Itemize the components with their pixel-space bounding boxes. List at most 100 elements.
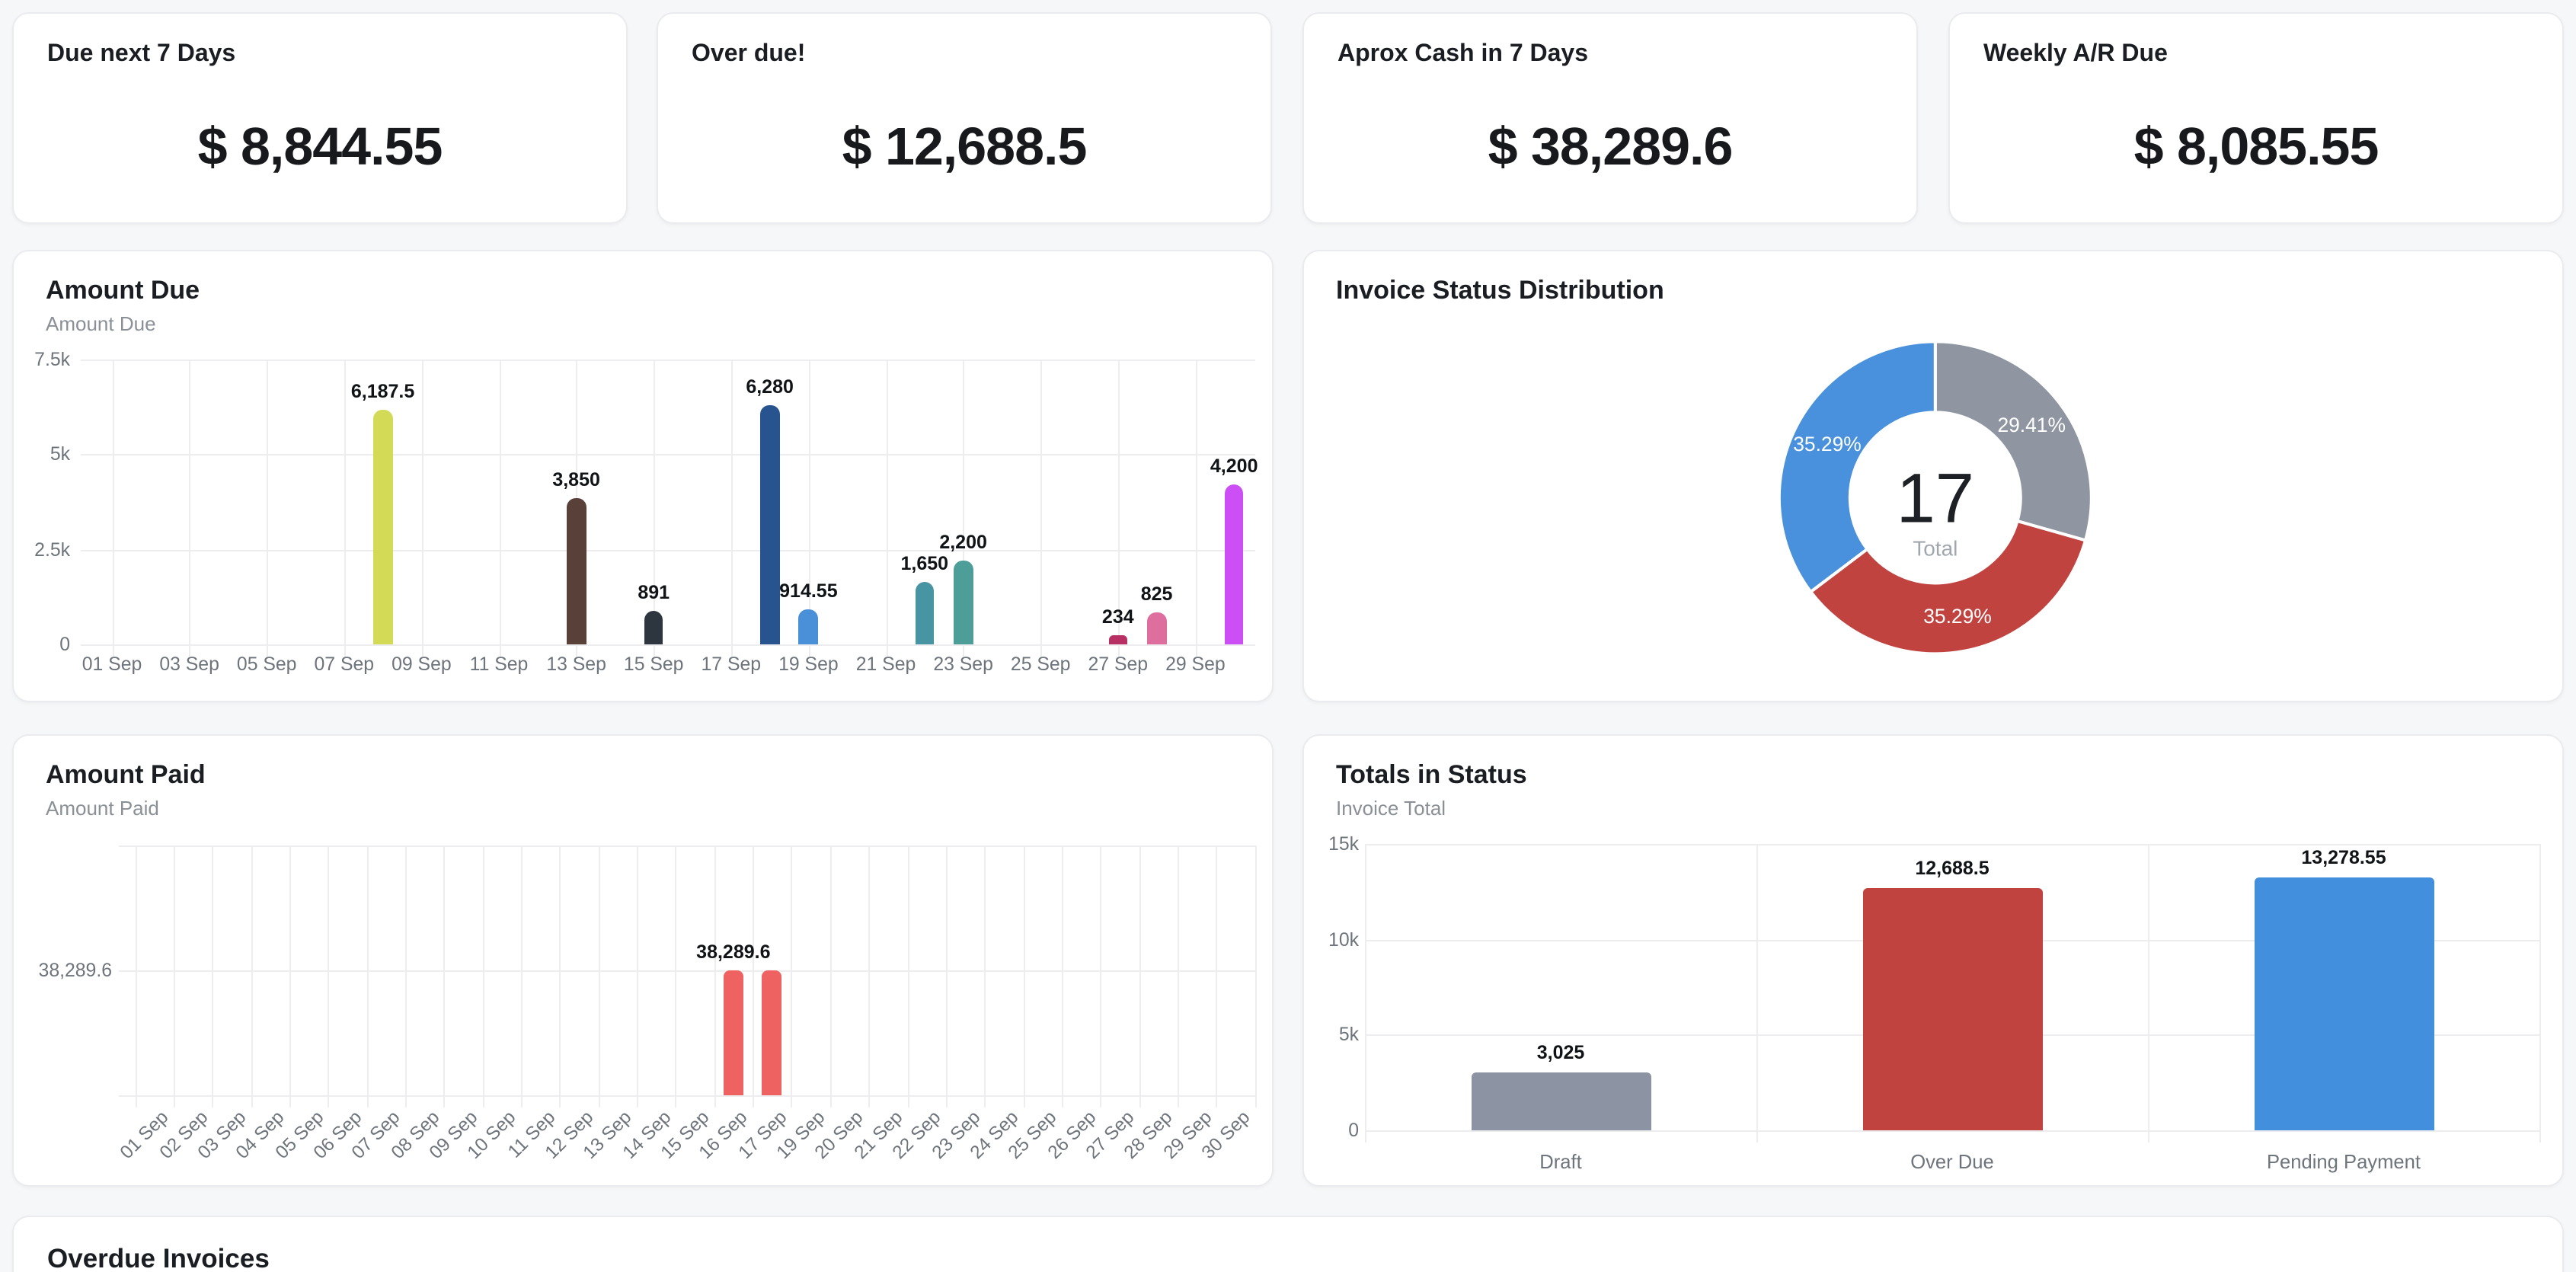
gridline [907,845,909,1107]
gridline [1216,845,1218,1107]
gridline [119,970,1255,971]
totals-in-status-chart[interactable]: 0 5k 10k 15k Draft Over Due Pending Payment 3,0… [1304,736,2562,1185]
gridline [945,845,948,1107]
bar-value-label: 2,200 [939,532,987,554]
bar-17-sep[interactable] [762,970,782,1095]
gridline [559,845,561,1107]
bar-value-label: 13,278.55 [2301,846,2386,868]
overdue-invoices-card: Overdue Invoices [12,1216,2564,1272]
gridline [1040,360,1043,657]
bar-over-due[interactable] [1862,887,2042,1130]
gridline [81,360,1255,361]
bar-27-sep[interactable] [1108,635,1128,644]
gridline [1365,1130,2539,1132]
amount-due-chart[interactable]: 0 2.5k 5k 7.5k 01 Sep 03 Sep 05 Sep 07 Sep 09 Se… [14,251,1272,701]
bar-value-label: 6,280 [746,376,794,398]
bar-08-sep[interactable] [373,409,393,644]
donut-segment-0[interactable] [1933,340,2093,542]
bar-value-label: 3,850 [552,469,600,491]
kpi-title: Due next 7 Days [47,41,236,67]
bar-value-label: 825 [1140,583,1173,606]
donut-segment-2[interactable] [1777,340,1937,593]
bar-value-label: 1,650 [900,552,949,574]
gridline [135,845,136,1107]
bar-value-label: 891 [638,581,670,603]
x-tick-label: 07 Sep [314,654,375,675]
gridline [829,845,832,1107]
gridline [521,845,523,1107]
bar-value-label: 4,200 [1210,455,1258,478]
bar-draft[interactable] [1471,1072,1651,1130]
kpi-title: Weekly A/R Due [1983,41,2168,67]
gridline [1195,360,1197,657]
gridline [1365,844,2539,845]
y-tick-label: 0 [1348,1119,1359,1141]
bar-23-sep[interactable] [954,561,973,644]
donut-percent-label: 29.41% [1997,414,2066,436]
gridline [984,845,986,1107]
gridline [119,845,1255,846]
y-tick-label: 5k [50,443,70,465]
kpi-card-due-next-7-days: Due next 7 Days $ 8,844.55 [12,12,628,224]
kpi-value: $ 8,085.55 [2133,117,2379,177]
amount-due-card: Amount Due Amount Due 0 2.5k 5k 7.5k 01 Sep 0… [12,250,1274,702]
gridline [1100,845,1102,1107]
y-tick-label: 10k [1328,928,1359,951]
kpi-title: Over due! [692,41,806,67]
bar-28-sep[interactable] [1147,612,1167,644]
invoice-status-distribution-card: Invoice Status Distribution 29.41% 35.29%… [1302,250,2564,702]
gridline [366,845,369,1107]
gridline [1365,844,1366,1143]
amount-paid-chart[interactable]: 38,289.6 01 Sep 02 Sep 03 Sep 04 Sep 05 Sep 06… [14,736,1272,1185]
y-tick-label: 15k [1328,833,1359,855]
amount-paid-card: Amount Paid Amount Paid 38,289.6 01 Sep 02… [12,734,1274,1187]
x-tick-label: 29 Sep [1165,654,1226,675]
gridline [344,360,346,657]
gridline [753,845,755,1107]
x-tick-label: 09 Sep [392,654,452,675]
bar-16-sep[interactable] [723,970,743,1095]
bar-15-sep[interactable] [644,610,663,644]
bar-22-sep[interactable] [915,581,935,644]
donut-percent-label: 35.29% [1923,605,1992,628]
bar-19-sep[interactable] [798,609,818,644]
bar-13-sep[interactable] [567,498,586,644]
chart-title: Totals in Status [1336,760,1527,789]
kpi-title: Aprox Cash in 7 Days [1338,41,1588,67]
x-category-label: Pending Payment [2266,1149,2421,1173]
gridline [289,845,291,1107]
donut-total-label: Total [1913,536,1958,560]
y-tick-label: 7.5k [34,349,70,370]
bar-value-label: 38,289.6 [696,941,771,962]
x-tick-label: 05 Sep [236,654,297,675]
gridline [328,845,330,1107]
bar-30-sep[interactable] [1224,484,1244,644]
gridline [963,360,965,657]
donut-segment-1[interactable] [1809,519,2087,656]
gridline [1139,845,1141,1107]
y-tick-label: 2.5k [34,539,70,561]
gridline [499,360,500,657]
x-category-label: Draft [1539,1149,1582,1173]
y-tick-label: 38,289.6 [38,959,112,980]
gridline [1254,845,1257,1107]
gridline [189,360,191,657]
bar-value-label: 6,187.5 [350,380,415,402]
gridline [1177,845,1179,1107]
x-category-label: Over Due [1910,1149,1994,1173]
kpi-value: $ 12,688.5 [842,117,1088,177]
gridline [598,845,600,1107]
kpi-value: $ 8,844.55 [197,117,443,177]
gridline [637,845,639,1107]
kpi-value: $ 38,289.6 [1488,117,1734,177]
bar-18-sep[interactable] [760,405,780,644]
gridline [1023,845,1025,1107]
totals-in-status-card: Totals in Status Invoice Total 0 5k 10k 15k… [1302,734,2564,1187]
gridline [2539,844,2541,1143]
bar-pending-payment[interactable] [2254,877,2434,1130]
gridline [2148,844,2149,1143]
kpi-card-aprox-cash-7-days: Aprox Cash in 7 Days $ 38,289.6 [1302,12,1918,224]
gridline [730,360,733,657]
gridline [81,644,1255,646]
